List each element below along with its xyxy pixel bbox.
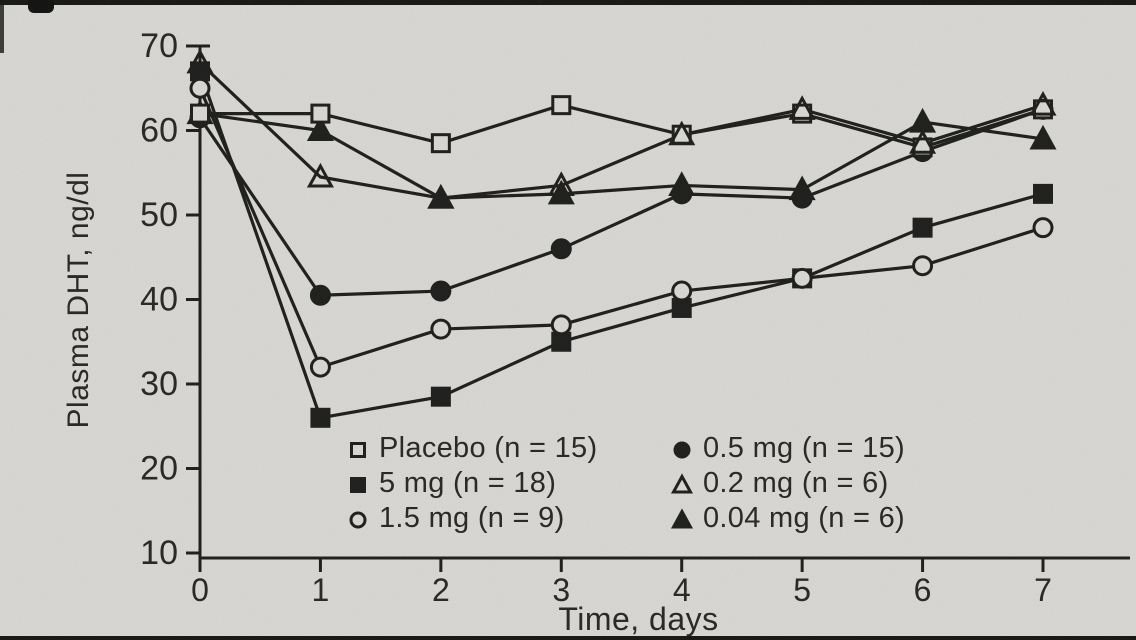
legend-label: 1.5 mg (n = 9) xyxy=(379,502,565,534)
legend-label: 0.04 mg (n = 6) xyxy=(703,502,905,534)
scan-bottom-border xyxy=(0,636,1136,640)
legend-label: 0.2 mg (n = 6) xyxy=(703,467,889,499)
x-tick-label: 0 xyxy=(191,572,209,608)
triangle-filled-icon xyxy=(670,507,694,528)
y-tick-label: 60 xyxy=(140,112,178,150)
legend-label: 0.5 mg (n = 15) xyxy=(703,432,905,464)
x-tick-label: 5 xyxy=(793,572,811,608)
y-tick-label: 30 xyxy=(140,365,178,403)
legend-label: Placebo (n = 15) xyxy=(379,432,598,464)
triangle-open-icon xyxy=(670,472,694,493)
chart-legend: Placebo (n = 15) 5 mg (n = 18) 1.5 mg (n =… xyxy=(346,431,905,536)
legend-item-0-5-mg-n-15: 0.5 mg (n = 15) xyxy=(670,431,905,466)
circle-open-icon xyxy=(349,511,367,528)
legend-item-placebo-n-15: Placebo (n = 15) xyxy=(346,431,638,466)
y-tick-label: 20 xyxy=(140,450,178,488)
legend-item-5-mg-n-18: 5 mg (n = 18) xyxy=(346,466,638,501)
y-axis-title: Plasma DHT, ng/dl xyxy=(62,172,95,429)
legend-column-1: Placebo (n = 15) 5 mg (n = 18) 1.5 mg (n =… xyxy=(346,431,638,536)
square-filled-icon xyxy=(350,476,366,493)
legend-item-0-04-mg-n-6: 0.04 mg (n = 6) xyxy=(670,501,905,536)
x-tick-label: 2 xyxy=(432,572,450,608)
y-tick-label: 70 xyxy=(140,27,178,65)
legend-label: 5 mg (n = 18) xyxy=(379,467,557,499)
y-tick-label: 50 xyxy=(140,196,178,234)
x-tick-label: 6 xyxy=(914,572,932,608)
x-axis-title: Time, days xyxy=(558,601,718,637)
y-tick-label: 10 xyxy=(140,534,178,572)
x-tick-label: 7 xyxy=(1034,572,1052,608)
circle-filled-icon xyxy=(673,441,691,458)
legend-item-0-2-mg-n-6: 0.2 mg (n = 6) xyxy=(670,466,905,501)
y-tick-label: 40 xyxy=(140,281,178,319)
square-open-icon xyxy=(350,441,366,458)
legend-column-2: 0.5 mg (n = 15) 0.2 mg (n = 6) 0.04 mg (n … xyxy=(670,431,905,536)
legend-item-1-5-mg-n-9: 1.5 mg (n = 9) xyxy=(346,501,638,536)
x-tick-label: 1 xyxy=(312,572,330,608)
